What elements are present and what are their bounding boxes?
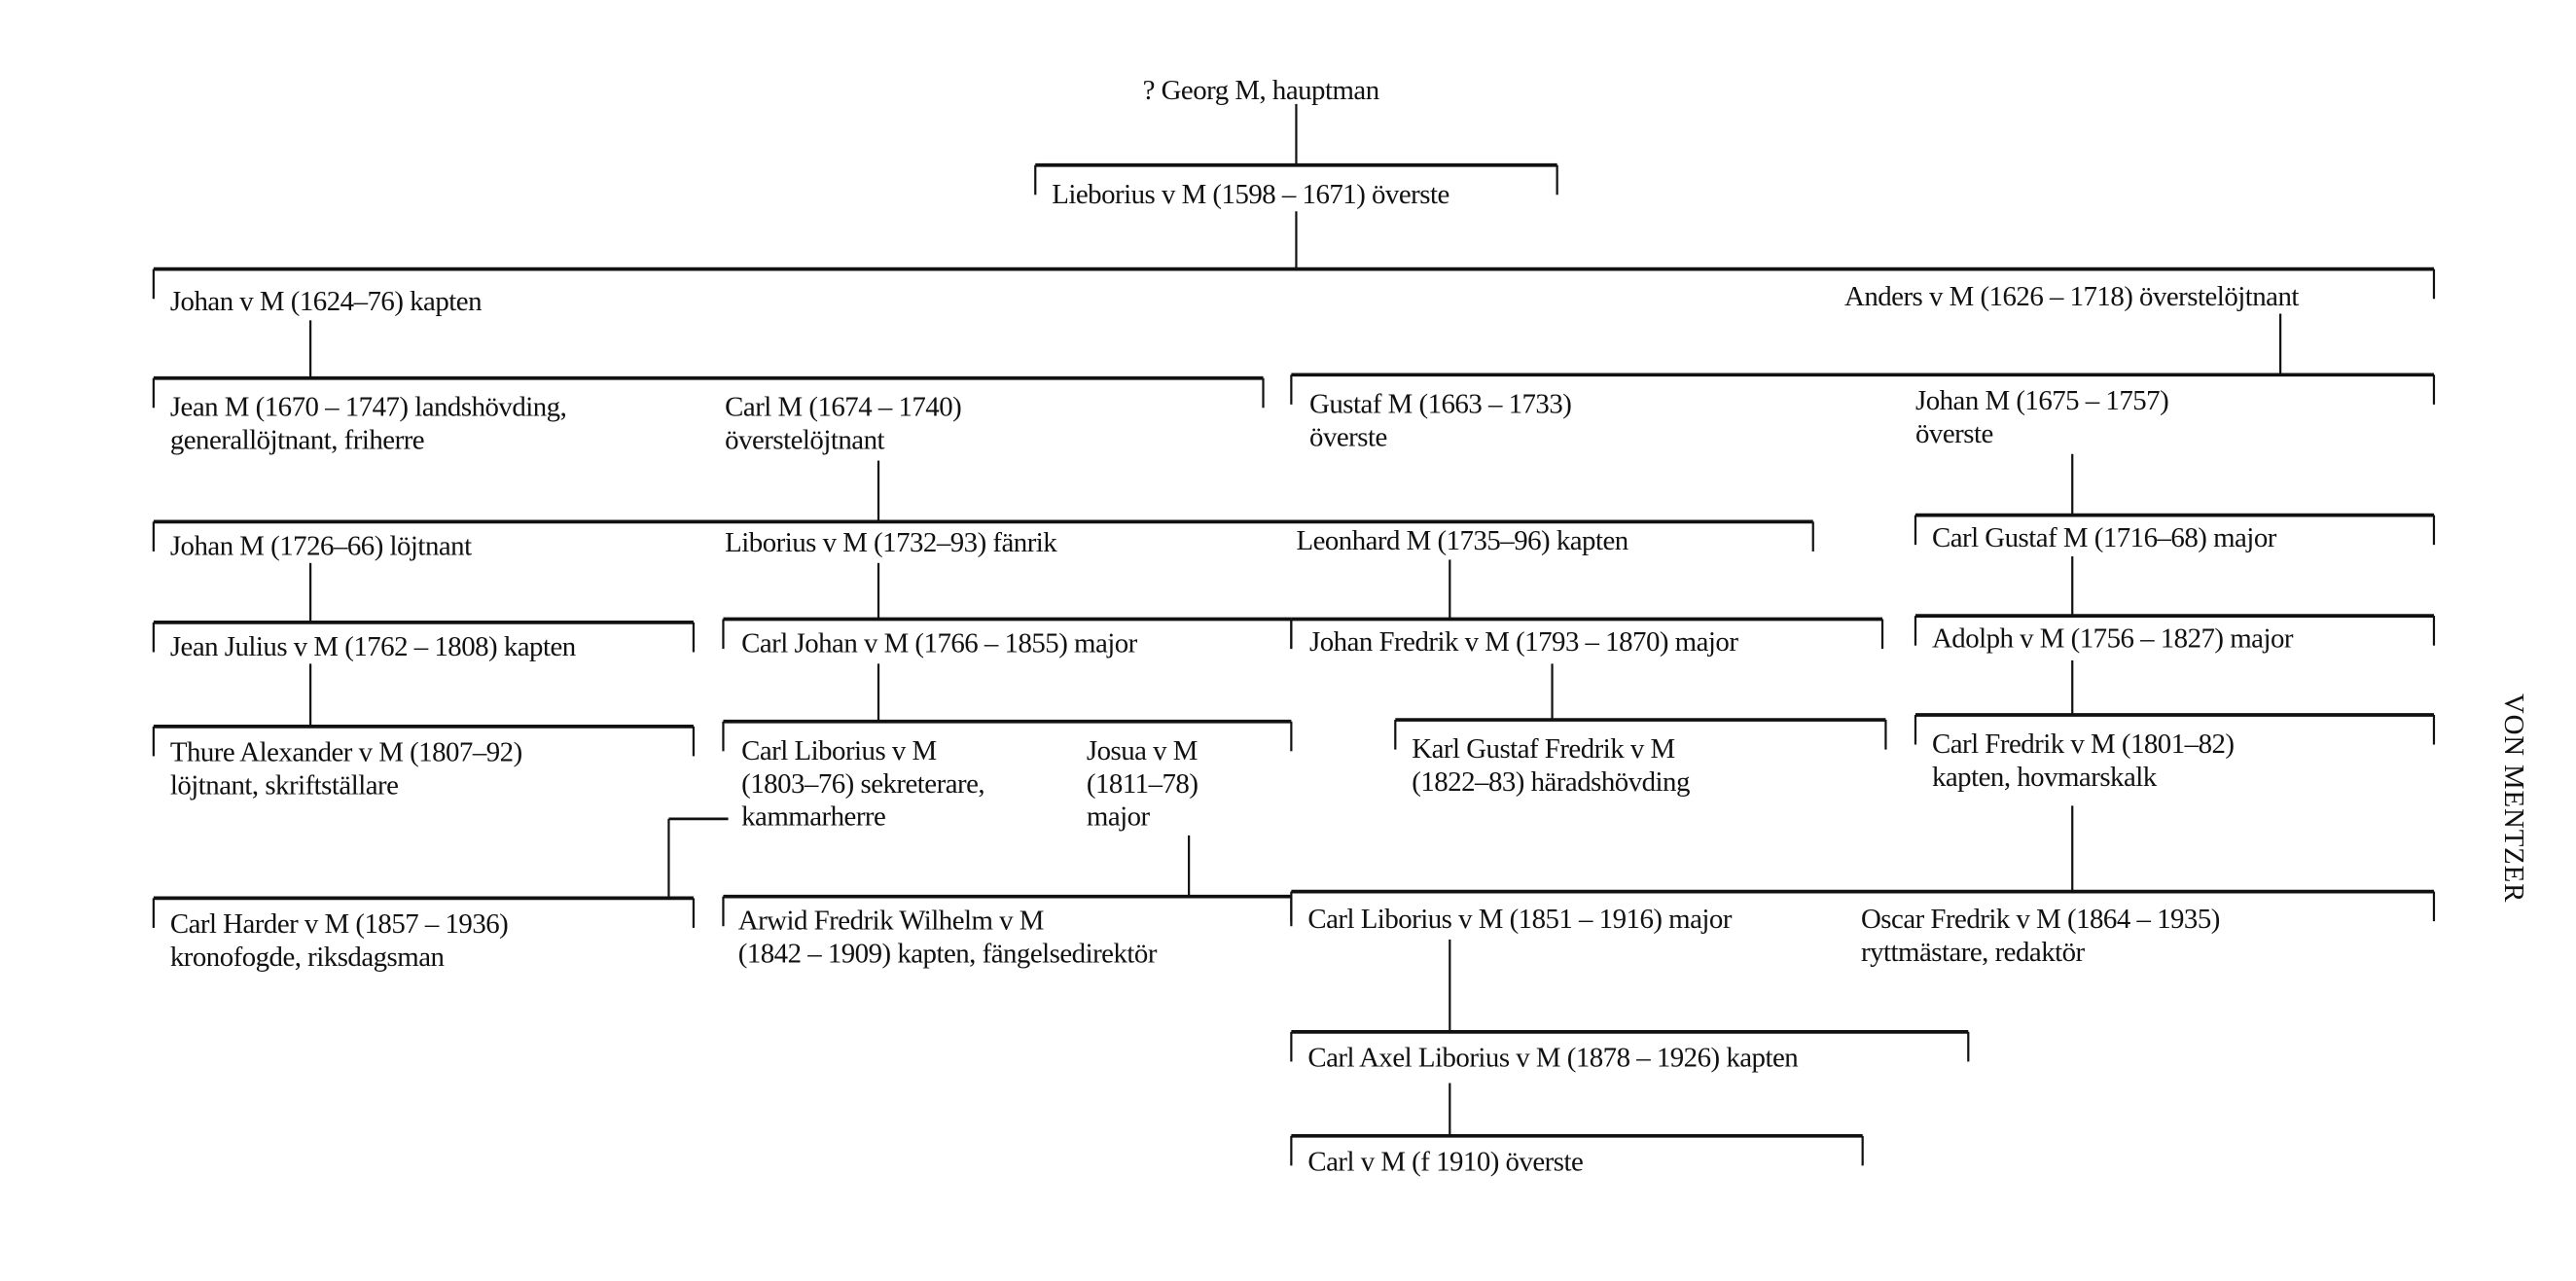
person-text-line: Carl M (1674 – 1740) (725, 391, 962, 423)
person-text-line: Jean M (1670 – 1747) landshövding, (169, 391, 567, 423)
person-text-line: kronofogde, riksdagsman (169, 941, 445, 973)
person-text-line: Gustaf M (1663 – 1733) (1309, 387, 1572, 420)
person-text-line: (1842 – 1909) kapten, fängelsedirektör (737, 938, 1158, 970)
person-text-line: (1822–83) häradshövding (1412, 765, 1690, 798)
person-text-line: överste (1309, 420, 1387, 453)
person-text-line: ? Georg M, hauptman (1142, 74, 1380, 106)
person-text-line: kapten, hovmarskalk (1931, 761, 2157, 793)
person-node-johan1675: Johan M (1675 – 1757) överste (1914, 384, 2169, 450)
person-text-line: Johan Fredrik v M (1793 – 1870) major (1309, 625, 1738, 658)
person-text-line: Arwid Fredrik Wilhelm v M (737, 905, 1045, 937)
person-text-line: Carl Fredrik v M (1801–82) (1931, 728, 2235, 760)
person-text-line: Josua v M (1086, 734, 1199, 766)
person-node-carlgustaf1716: Carl Gustaf M (1716–68) major (1932, 521, 2276, 554)
person-node-lieborius: Lieborius v M (1598 – 1671) överste (1052, 178, 1449, 211)
person-text-line: Carl Axel Liborius v M (1878 – 1926) kap… (1307, 1042, 1799, 1074)
person-node-jean1670: Jean M (1670 – 1747) landshövding, genera… (169, 391, 567, 457)
person-node-leonhard: Leonhard M (1735–96) kapten (1296, 525, 1628, 558)
person-node-carlliborius1803: Carl Liborius v M (1803–76) sekreterare, k… (741, 734, 985, 834)
person-text-line: Leonhard M (1735–96) kapten (1296, 524, 1628, 557)
person-text-line: Carl Johan v M (1766 – 1855) major (741, 627, 1137, 659)
person-text-line: överstelöjtnant (725, 424, 885, 456)
person-text-line: Liborius v M (1732–93) fänrik (725, 526, 1057, 558)
person-node-johan1624: Johan v M (1624–76) kapten (169, 285, 483, 319)
person-node-carl1674: Carl M (1674 – 1740) överstelöjtnant (725, 391, 962, 457)
person-text-line: Carl v M (f 1910) överste (1307, 1145, 1584, 1178)
person-node-josua: Josua v M (1811–78) major (1087, 734, 1199, 834)
person-text-line: Thure Alexander v M (1807–92) (169, 736, 522, 768)
person-text-line: Karl Gustaf Fredrik v M (1412, 732, 1675, 765)
person-text-line: ryttmästare, redaktör (1860, 936, 2085, 968)
person-node-oscar: Oscar Fredrik v M (1864 – 1935) ryttmästa… (1861, 903, 2220, 969)
person-text-line: Johan M (1726–66) löjtnant (169, 529, 472, 562)
person-text-line: Johan M (1675 – 1757) (1914, 384, 2169, 416)
person-node-karlgustaffredrik: Karl Gustaf Fredrik v M (1822–83) häradsh… (1412, 733, 1690, 800)
person-text-line: (1811–78) (1086, 767, 1199, 800)
person-node-anders: Anders v M (1626 – 1718) överstelöjtnant (1844, 281, 2299, 314)
person-node-adolph: Adolph v M (1756 – 1827) major (1931, 622, 2294, 656)
person-node-carlliborius1851: Carl Liborius v M (1851 – 1916) major (1307, 903, 1732, 936)
person-text-line: Anders v M (1626 – 1718) överstelöjtnant (1843, 280, 2299, 312)
person-text-line: Carl Gustaf M (1716–68) major (1931, 521, 2276, 553)
person-text-line: generallöjtnant, friherre (169, 424, 425, 456)
person-text-line: Carl Harder v M (1857 – 1936) (169, 907, 509, 940)
person-node-carlaxel: Carl Axel Liborius v M (1878 – 1926) kap… (1307, 1042, 1798, 1075)
person-text-line: Johan v M (1624–76) kapten (169, 285, 483, 317)
person-text-line: Oscar Fredrik v M (1864 – 1935) (1860, 903, 2220, 935)
person-node-arwid: Arwid Fredrik Wilhelm v M (1842 – 1909) k… (737, 905, 1158, 971)
person-text-line: Carl Liborius v M (741, 734, 937, 766)
person-node-thure: Thure Alexander v M (1807–92) löjtnant, s… (170, 736, 522, 802)
person-node-johanfredrik: Johan Fredrik v M (1793 – 1870) major (1309, 625, 1738, 658)
person-text-line: löjtnant, skriftställare (169, 768, 399, 801)
person-node-gustaf1663: Gustaf M (1663 – 1733) överste (1309, 387, 1572, 454)
person-text-line: Lieborius v M (1598 – 1671) överste (1052, 178, 1449, 210)
person-text-line: (1803–76) sekreterare, (741, 767, 985, 800)
person-node-liborius1732: Liborius v M (1732–93) fänrik (725, 526, 1057, 559)
person-node-johan1726: Johan M (1726–66) löjtnant (170, 530, 472, 563)
person-text-line: major (1086, 801, 1150, 833)
person-text-line: Jean Julius v M (1762 – 1808) kapten (169, 630, 576, 662)
person-node-carlharder: Carl Harder v M (1857 – 1936) kronofogde,… (169, 907, 509, 975)
person-node-carlfredrik: Carl Fredrik v M (1801–82) kapten, hovmar… (1932, 729, 2235, 795)
person-node-carl1910: Carl v M (f 1910) överste (1307, 1146, 1583, 1179)
person-text-line: Carl Liborius v M (1851 – 1916) major (1307, 903, 1732, 935)
family-name-label: VON MENTZER (2498, 693, 2530, 904)
person-node-carljohan: Carl Johan v M (1766 – 1855) major (741, 627, 1137, 660)
person-text-line: Adolph v M (1756 – 1827) major (1931, 622, 2294, 655)
person-text-line: kammarherre (741, 801, 886, 833)
person-node-jeanjulius: Jean Julius v M (1762 – 1808) kapten (170, 630, 576, 663)
person-node-georg: ? Georg M, hauptman (1142, 74, 1380, 107)
person-text-line: överste (1914, 417, 1993, 449)
